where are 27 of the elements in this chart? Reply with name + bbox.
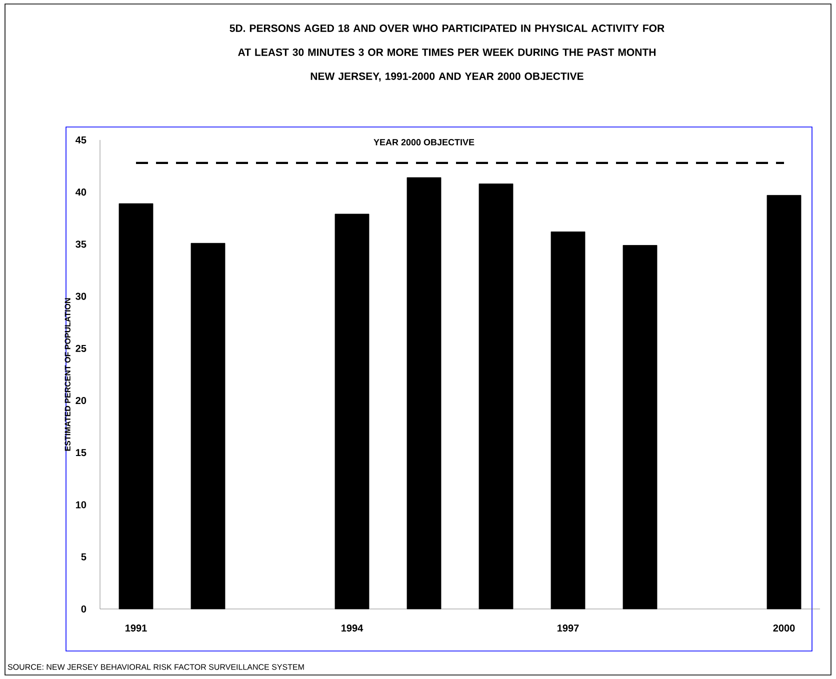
x-tick-label: 2000 <box>773 624 795 632</box>
bar <box>406 177 442 610</box>
bar <box>550 232 586 610</box>
y-tick-label: 10 <box>76 501 86 508</box>
y-tick-label: 45 <box>76 136 86 144</box>
y-tick-label: 20 <box>76 397 86 404</box>
y-tick-label: 5 <box>81 553 86 560</box>
y-axis-title: ESTIMATED PERCENT OF POPULATION <box>64 298 70 451</box>
bar <box>334 214 370 610</box>
bar <box>118 203 154 610</box>
y-tick-label: 40 <box>76 188 86 196</box>
bar <box>478 184 514 610</box>
y-tick-label: 35 <box>76 240 86 248</box>
bar <box>766 195 802 610</box>
y-tick-label: 0 <box>81 605 86 613</box>
y-tick-label: 15 <box>76 449 86 456</box>
y-tick-label: 25 <box>76 344 86 352</box>
chart-subtitle: NEW JERSEY, 1991-2000 AND YEAR 2000 OBJECTIVE <box>310 72 584 82</box>
source-note: SOURCE: NEW JERSEY BEHAVIORAL RISK FACTOR SURVEILLANCE SYSTEM <box>8 664 304 670</box>
x-tick-label: 1997 <box>558 624 579 632</box>
bar <box>190 242 226 610</box>
ref-line-label: YEAR 2000 OBJECTIVE <box>374 139 474 146</box>
y-tick-label: 30 <box>76 292 86 300</box>
x-tick-label: 1994 <box>342 624 364 632</box>
x-tick-label: 1991 <box>126 624 147 632</box>
chart-title: 5D. PERSONS AGED 18 AND OVER WHO PARTICIPATED IN PHYSICAL ACTIVITY FOR AT LEAST 30 MINUTES 3 OR MORE TIMES PER WEEK DURING THE PAST MONTH <box>230 24 664 56</box>
bar <box>622 245 658 610</box>
